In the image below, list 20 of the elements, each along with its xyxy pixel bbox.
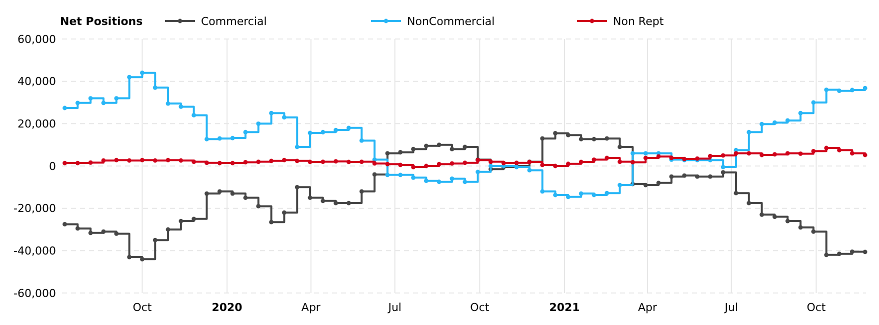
x-tick-label: Apr bbox=[301, 301, 321, 314]
x-tick-label: Oct bbox=[470, 301, 490, 314]
x-tick-label: Oct bbox=[132, 301, 152, 314]
legend-label: Non Rept bbox=[613, 15, 664, 28]
x-tick-label: Apr bbox=[638, 301, 658, 314]
y-tick-label: 0 bbox=[49, 160, 56, 173]
legend-label: Commercial bbox=[201, 15, 267, 28]
y-tick-label: 40,000 bbox=[18, 75, 56, 88]
legend-title: Net Positions bbox=[60, 15, 144, 28]
x-tick-label: Jul bbox=[724, 301, 738, 314]
y-tick-label: -60,000 bbox=[14, 286, 56, 300]
legend-label: NonCommercial bbox=[407, 15, 495, 28]
x-tick-label: 2021 bbox=[549, 301, 580, 314]
x-tick-label: Oct bbox=[806, 301, 826, 314]
y-tick-label: -20,000 bbox=[14, 202, 56, 216]
y-tick-label: 60,000 bbox=[18, 32, 56, 46]
y-tick-label: 20,000 bbox=[18, 118, 56, 131]
x-tick-label: 2020 bbox=[212, 301, 243, 314]
x-tick-label: Jul bbox=[387, 301, 402, 314]
y-tick-label: -40,000 bbox=[14, 244, 56, 258]
